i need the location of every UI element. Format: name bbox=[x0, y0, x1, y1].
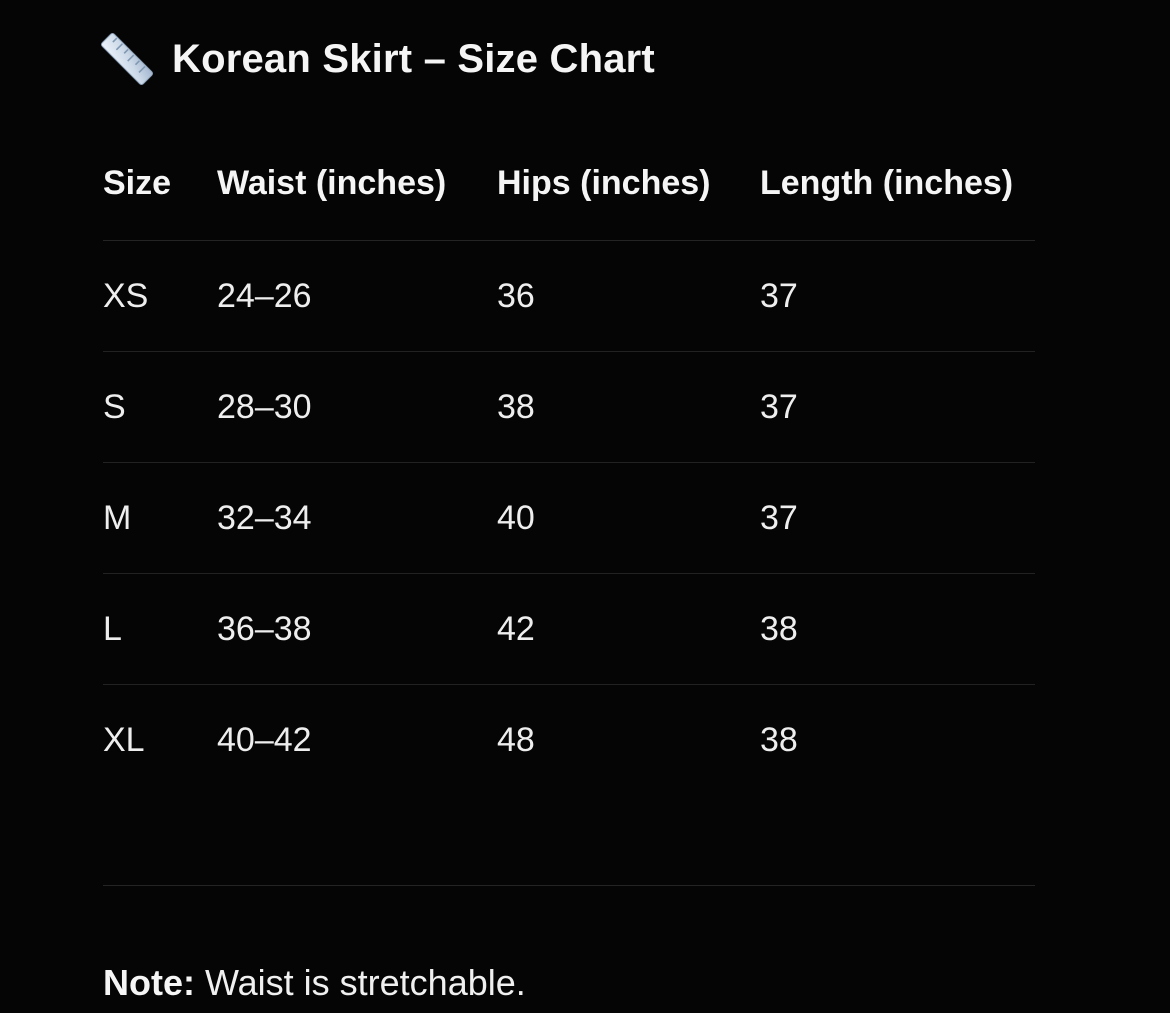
column-header: Length (inches) bbox=[760, 164, 1014, 202]
cell-hips: 48 bbox=[497, 721, 535, 759]
cell-length: 37 bbox=[760, 388, 798, 426]
table-row: L 36–38 42 38 bbox=[103, 574, 1035, 685]
cell-length: 38 bbox=[760, 610, 798, 648]
column-header: Size bbox=[103, 164, 172, 202]
cell-waist: 24–26 bbox=[217, 277, 312, 315]
cell-hips: 42 bbox=[497, 610, 535, 648]
cell-hips: 38 bbox=[497, 388, 535, 426]
cell-size: S bbox=[103, 388, 126, 426]
cell-hips: 40 bbox=[497, 499, 535, 537]
cell-length: 37 bbox=[760, 499, 798, 537]
table-header-row: Size Waist (inches) Hips (inches) Length (i… bbox=[103, 162, 1035, 241]
cell-waist: 32–34 bbox=[217, 499, 312, 537]
note-text: Note: Waist is stretchable. bbox=[103, 960, 1035, 1006]
note-label: Note: bbox=[103, 962, 195, 1003]
bottom-divider bbox=[103, 885, 1035, 886]
size-chart-table: Size Waist (inches) Hips (inches) Length (i… bbox=[103, 162, 1035, 1006]
cell-size: M bbox=[103, 499, 132, 537]
note-body: Waist is stretchable. bbox=[195, 962, 526, 1003]
column-header: Waist (inches) bbox=[217, 164, 447, 202]
column-header: Hips (inches) bbox=[497, 164, 711, 202]
table-row: XL 40–42 48 38 bbox=[103, 685, 1035, 795]
table-row: S 28–30 38 37 bbox=[103, 352, 1035, 463]
cell-size: L bbox=[103, 610, 122, 648]
table-row: XS 24–26 36 37 bbox=[103, 241, 1035, 352]
cell-length: 37 bbox=[760, 277, 798, 315]
cell-waist: 40–42 bbox=[217, 721, 312, 759]
page-title: Korean Skirt – Size Chart bbox=[172, 36, 655, 81]
cell-waist: 28–30 bbox=[217, 388, 312, 426]
page-header: Korean Skirt – Size Chart bbox=[100, 28, 655, 90]
table-body: XS 24–26 36 37 S 28–30 38 37 M 32–34 40 37 L 36–38 42 3… bbox=[103, 241, 1035, 795]
straight-ruler-icon bbox=[100, 32, 154, 86]
cell-waist: 36–38 bbox=[217, 610, 312, 648]
cell-size: XL bbox=[103, 721, 145, 759]
cell-hips: 36 bbox=[497, 277, 535, 315]
cell-size: XS bbox=[103, 277, 149, 315]
table-row: M 32–34 40 37 bbox=[103, 463, 1035, 574]
cell-length: 38 bbox=[760, 721, 798, 759]
